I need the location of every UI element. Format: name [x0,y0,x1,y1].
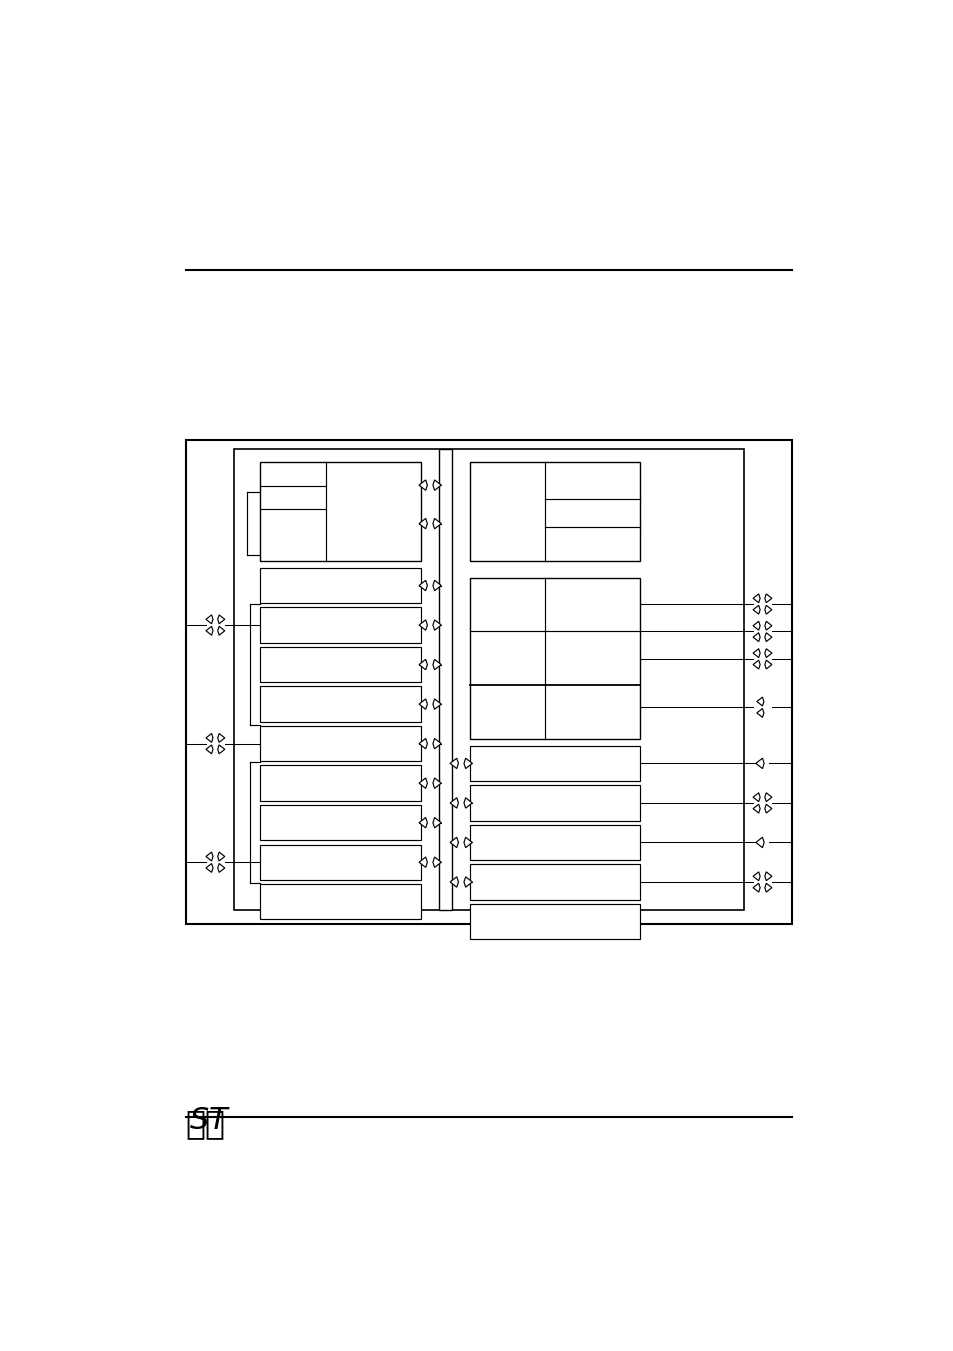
Polygon shape [463,797,472,808]
Polygon shape [217,863,225,873]
Polygon shape [418,778,427,789]
Text: 𝑆𝑇: 𝑆𝑇 [186,1106,226,1140]
Bar [259,462,420,561]
Bar [259,884,420,920]
Bar [470,578,639,739]
Polygon shape [764,793,771,801]
Polygon shape [418,698,427,709]
Text: $\mathbf{\mathit{ST}}$: $\mathbf{\mathit{ST}}$ [190,1105,232,1135]
Polygon shape [206,744,213,754]
Polygon shape [433,778,441,789]
Bar [186,440,791,924]
Bar [259,844,420,880]
Polygon shape [433,739,441,748]
Bar [470,865,639,900]
Bar [259,647,420,682]
Polygon shape [752,605,760,615]
Polygon shape [418,581,427,590]
Polygon shape [433,620,441,630]
Polygon shape [752,632,760,642]
Polygon shape [755,838,763,847]
Polygon shape [217,627,225,635]
Polygon shape [764,594,771,603]
Polygon shape [217,744,225,754]
Polygon shape [217,734,225,742]
Polygon shape [206,863,213,873]
Polygon shape [764,871,771,881]
Polygon shape [752,648,760,658]
Polygon shape [418,480,427,490]
Bar [233,450,743,911]
Polygon shape [433,817,441,828]
Bar [259,686,420,721]
Polygon shape [206,615,213,624]
Polygon shape [433,698,441,709]
Polygon shape [206,734,213,742]
Polygon shape [764,804,771,813]
Polygon shape [433,857,441,867]
Polygon shape [418,659,427,670]
Polygon shape [450,838,458,847]
Polygon shape [764,648,771,658]
Polygon shape [217,852,225,861]
Polygon shape [418,620,427,630]
Polygon shape [206,852,213,861]
Polygon shape [450,758,458,769]
Polygon shape [433,480,441,490]
Bar [470,746,639,781]
Bar [470,824,639,861]
Polygon shape [418,739,427,748]
Polygon shape [764,661,771,669]
Polygon shape [217,615,225,624]
Polygon shape [756,708,763,717]
Polygon shape [764,621,771,630]
Polygon shape [463,838,472,847]
Polygon shape [752,621,760,630]
Polygon shape [756,697,763,707]
Bar [259,805,420,840]
Bar [470,462,639,561]
Polygon shape [752,884,760,892]
Polygon shape [433,581,441,590]
Polygon shape [752,661,760,669]
Polygon shape [433,659,441,670]
Polygon shape [433,519,441,528]
Polygon shape [418,519,427,528]
Bar [259,766,420,801]
Polygon shape [764,884,771,892]
Bar [470,904,639,939]
Polygon shape [764,605,771,615]
Polygon shape [418,857,427,867]
Polygon shape [418,817,427,828]
Bar [259,608,420,643]
Polygon shape [463,758,472,769]
Bar [259,567,420,603]
Bar [470,785,639,820]
Polygon shape [752,793,760,801]
Bar [439,450,452,911]
Polygon shape [764,632,771,642]
Polygon shape [450,877,458,888]
Polygon shape [752,594,760,603]
Polygon shape [755,758,763,769]
Polygon shape [752,871,760,881]
Polygon shape [450,797,458,808]
Bar [259,725,420,762]
Polygon shape [463,877,472,888]
Polygon shape [206,627,213,635]
Polygon shape [752,804,760,813]
